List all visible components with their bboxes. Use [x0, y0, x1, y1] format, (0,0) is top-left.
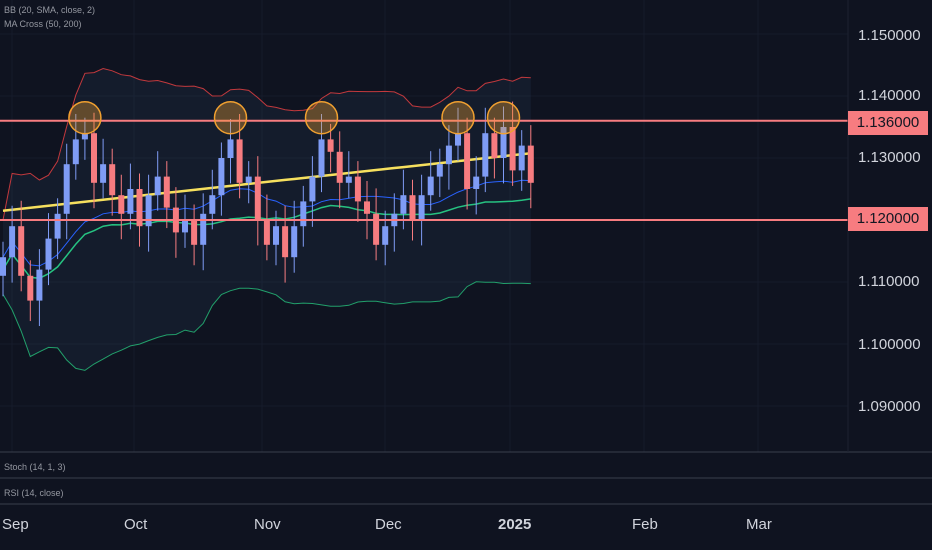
x-tick-label: Mar — [746, 516, 772, 533]
candle-body — [318, 139, 325, 177]
resistance-touch-circle — [441, 100, 475, 135]
support-level-label: 1.120000 — [848, 207, 928, 231]
stoch-indicator-label[interactable]: Stoch (14, 1, 3) — [4, 462, 66, 472]
resistance-touch-circle — [213, 100, 248, 135]
y-tick-label: 1.140000 — [858, 87, 921, 104]
candle-body — [291, 226, 298, 258]
candle-body — [500, 127, 507, 158]
resistance-touch-circle — [304, 100, 339, 135]
resistance-touch-circle — [68, 100, 102, 135]
candle-body — [154, 176, 161, 196]
y-tick-label: 1.110000 — [858, 273, 920, 290]
resistance-level-label: 1.136000 — [848, 111, 928, 135]
candle-body — [45, 238, 52, 270]
bollinger-lower-line — [2, 281, 531, 371]
y-tick-label: 1.130000 — [858, 149, 921, 166]
x-tick-label: Oct — [124, 516, 148, 533]
candle-body — [364, 201, 370, 214]
candle-body — [36, 269, 43, 301]
candle-body — [263, 220, 270, 245]
candle-body — [27, 275, 34, 301]
bb-indicator-label[interactable]: BB (20, SMA, close, 2) — [4, 5, 96, 15]
candle-body — [136, 189, 143, 227]
bollinger-upper-line — [2, 67, 531, 221]
x-tick-label: Dec — [375, 516, 402, 533]
candle-body — [54, 213, 61, 239]
candle-body — [0, 257, 6, 276]
candle-body — [309, 176, 316, 202]
candle-body — [209, 195, 216, 214]
candle-body — [464, 133, 471, 189]
candle-body — [300, 201, 307, 227]
candle-body — [273, 226, 279, 245]
candle-body — [382, 226, 389, 245]
candle-body — [336, 151, 343, 183]
candle-body — [91, 133, 97, 183]
resistance-touch-circle — [486, 100, 521, 135]
candle-body — [409, 195, 416, 220]
candle-body — [191, 220, 198, 245]
candle-body — [218, 158, 225, 196]
candle-body — [482, 133, 489, 177]
candle-body — [518, 145, 525, 171]
candle-body — [373, 213, 380, 245]
candle-body — [163, 176, 170, 208]
x-tick-label: Nov — [254, 516, 281, 533]
candle-body — [63, 164, 70, 214]
candle-body — [282, 226, 289, 258]
candle-body — [473, 176, 480, 189]
y-tick-label: 1.090000 — [858, 398, 921, 415]
x-tick-label: Sep — [2, 516, 29, 533]
candle-body — [491, 133, 498, 158]
x-tick-label: 2025 — [498, 516, 532, 533]
candle-body — [118, 195, 125, 214]
candle-body — [18, 226, 25, 276]
candle-body — [418, 195, 425, 220]
y-tick-label: 1.100000 — [858, 336, 921, 353]
candle-body — [509, 127, 516, 171]
y-tick-label: 1.150000 — [858, 27, 921, 44]
ma-200-line — [2, 151, 531, 212]
candle-body — [327, 139, 334, 152]
candle-body — [254, 176, 261, 220]
candle-body — [145, 195, 152, 227]
candle-body — [72, 139, 79, 165]
candle-body — [427, 176, 434, 196]
candle-body — [445, 145, 452, 165]
candle-body — [9, 226, 16, 258]
rsi-indicator-label[interactable]: RSI (14, close) — [4, 488, 64, 498]
candle-body — [227, 139, 234, 158]
ma-cross-indicator-label[interactable]: MA Cross (50, 200) — [4, 19, 82, 29]
candle-body — [455, 133, 461, 146]
candle-body — [200, 213, 207, 245]
candle-body — [400, 195, 407, 214]
candle-body — [245, 176, 252, 183]
x-tick-label: Feb — [632, 516, 658, 533]
candle-body — [81, 133, 88, 140]
candle-body — [127, 189, 134, 214]
candle-body — [236, 139, 243, 183]
candle-body — [345, 176, 352, 183]
candle-body — [354, 176, 361, 202]
candle-body — [109, 164, 116, 196]
candle-body — [182, 220, 188, 233]
candle-body — [527, 145, 534, 183]
candle-body — [100, 164, 107, 183]
candle-body — [436, 164, 443, 177]
